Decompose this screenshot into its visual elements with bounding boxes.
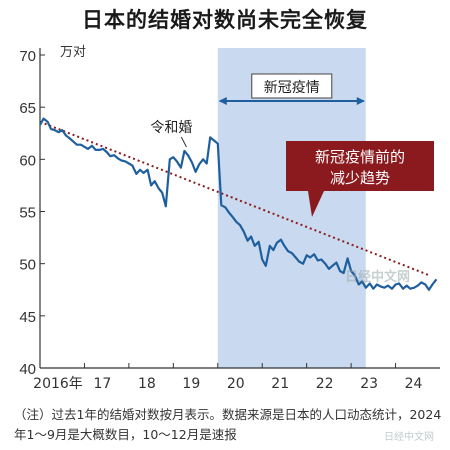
y-unit-label: 万对 <box>60 45 86 60</box>
x-tick-label: 18 <box>138 376 156 392</box>
trend-label-line2: 减少趋势 <box>330 169 390 187</box>
y-tick-label: 65 <box>19 100 36 117</box>
y-tick-label: 55 <box>19 205 36 222</box>
x-tick-label: 22 <box>316 376 334 392</box>
x-tick-label: 19 <box>182 376 200 392</box>
reiwa-pointer <box>180 136 187 148</box>
y-tick-label: 60 <box>19 152 36 169</box>
covid-band-label: 新冠疫情 <box>264 80 320 96</box>
y-tick-label: 45 <box>19 309 36 326</box>
x-tick-label: 20 <box>227 376 245 392</box>
chart-title: 日本的结婚对数尚未完全恢复 <box>82 8 368 32</box>
trend-callout-box <box>286 141 434 191</box>
trend-callout-pointer <box>308 191 324 217</box>
y-tick-label: 40 <box>19 361 36 378</box>
covid-arrow-left-head <box>218 97 227 105</box>
covid-label-box <box>251 73 333 99</box>
y-tick-label: 70 <box>19 48 36 65</box>
x-tick-label: 24 <box>405 376 423 392</box>
x-tick-label: 2016年 <box>33 376 83 392</box>
y-tick-label: 50 <box>19 257 36 274</box>
watermark-center: 日经中文网 <box>345 270 411 285</box>
marriage-series-line <box>39 117 438 291</box>
x-tick-label: 23 <box>360 376 378 392</box>
reiwa-label: 令和婚 <box>150 120 192 136</box>
x-tick-label: 21 <box>271 376 289 392</box>
trend-label-line1: 新冠疫情前的 <box>315 148 405 166</box>
chart-note: （注）过去1年的结婚对数按月表示。数据来源是日本的人口动态统计，2024年1～9… <box>14 407 442 442</box>
x-tick-label: 17 <box>94 376 112 392</box>
watermark-corner: 日经中文网 <box>384 432 434 443</box>
covid-arrow-right-head <box>356 97 365 105</box>
